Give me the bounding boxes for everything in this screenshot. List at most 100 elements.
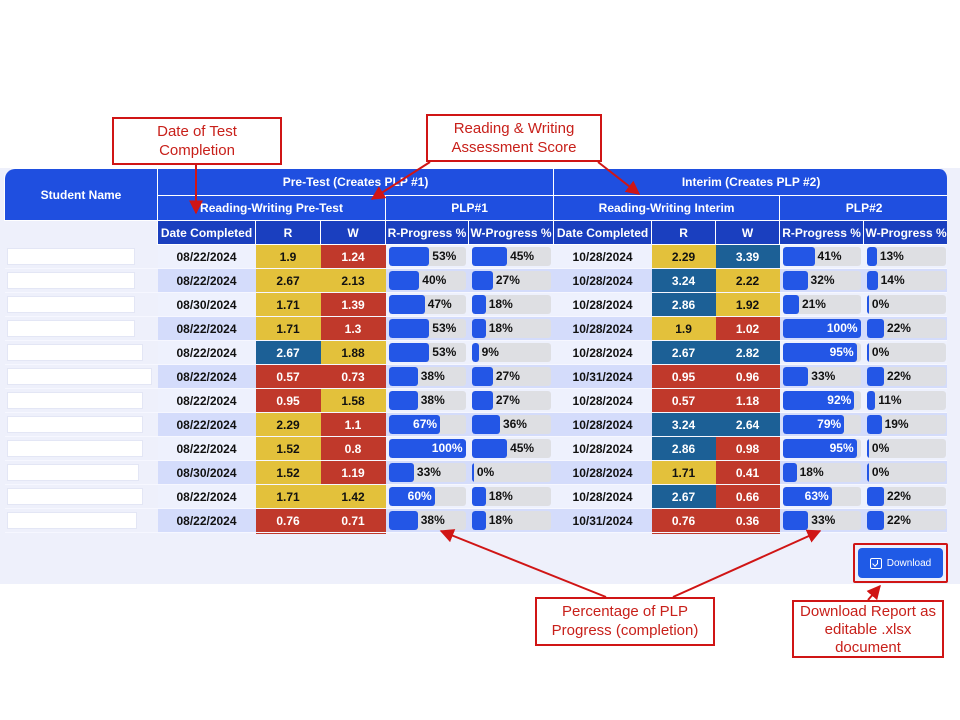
student-name-cell: [4, 316, 158, 341]
int-date-cell: 10/28/2024: [553, 316, 652, 341]
table-row[interactable]: 08/30/2024 1.52 1.19 33% 0% 10/28/2024 1.71 0.4…: [4, 460, 947, 485]
int-date-cell: 10/31/2024: [553, 364, 652, 389]
progress-bar-fill: [866, 247, 877, 266]
download-report-callout: Download Report as editable .xlsx docume…: [792, 600, 944, 658]
table-row[interactable]: 08/22/2024 2.67 2.13 40% 27% 10/28/2024 3.24 2.…: [4, 268, 947, 293]
int-w-score-cell: 0.98: [715, 436, 780, 461]
progress-bar-fill: [782, 247, 815, 266]
int-w-score-cell: 1.18: [715, 388, 780, 413]
plp2-r-progress-cell: 95%: [779, 340, 864, 365]
plp1-w-progress-header: W-Progress %: [467, 220, 555, 245]
table-row[interactable]: 08/22/2024 1.9 1.24 53% 45% 10/28/2024 2.29 3.3…: [4, 244, 947, 269]
pre-r-score-cell: 1.52: [255, 436, 321, 461]
plp2-r-progress-cell: 33%: [779, 364, 864, 389]
pre-w-header: W: [320, 220, 386, 245]
table-row[interactable]: 08/22/2024 2.29 1.1 67% 36% 10/28/2024 3.24 2.6…: [4, 412, 947, 437]
student-name-cell: [4, 244, 158, 269]
progress-bar-fill: [782, 487, 832, 506]
int-r-score-cell: 2.86: [651, 436, 716, 461]
progress-bar: 18%: [471, 319, 551, 338]
partial-cell: [157, 532, 256, 534]
partial-cell: [320, 532, 386, 534]
download-button-highlight: Download: [853, 543, 948, 583]
int-r-score-cell: 2.67: [651, 484, 716, 509]
plp2-w-progress-cell: 0%: [863, 436, 947, 461]
int-w-score-cell: 2.64: [715, 412, 780, 437]
int-w-score-cell: 1.02: [715, 316, 780, 341]
pre-date-completed-header: Date Completed: [157, 220, 256, 245]
table-row[interactable]: 08/30/2024 1.71 1.39 47% 18% 10/28/2024 2.86 1.…: [4, 292, 947, 317]
plp-report-table-container: Student Name Pre-Test (Creates PLP #1) I…: [4, 168, 947, 534]
name-subheader-spacer: [4, 220, 158, 245]
int-date-cell: 10/28/2024: [553, 484, 652, 509]
plp2-w-progress-cell: 11%: [863, 388, 947, 413]
progress-bar: 47%: [388, 295, 466, 314]
table-row[interactable]: 08/22/2024 0.57 0.73 38% 27% 10/31/2024 0.95 0.…: [4, 364, 947, 389]
progress-bar-fill: [866, 271, 878, 290]
plp1-w-progress-cell: 18%: [468, 316, 554, 341]
progress-label: 33%: [416, 465, 441, 479]
progress-label: 53%: [432, 249, 457, 263]
table-row[interactable]: 08/22/2024 1.71 1.42 60% 18% 10/28/2024 2.67 0.…: [4, 484, 947, 509]
progress-label: 27%: [495, 369, 520, 383]
plp1-w-progress-cell: 18%: [468, 292, 554, 317]
progress-label: 18%: [488, 513, 513, 527]
plp2-w-progress-header: W-Progress %: [863, 220, 947, 245]
plp1-w-progress-cell: 18%: [468, 484, 554, 509]
redacted-name-box: [6, 488, 143, 505]
table-row-partial: [4, 532, 947, 534]
progress-bar-fill: [782, 439, 857, 458]
progress-label: 11%: [878, 393, 902, 407]
progress-bar-fill: [782, 271, 808, 290]
table-row[interactable]: 08/22/2024 1.71 1.3 53% 18% 10/28/2024 1.9 1.02…: [4, 316, 947, 341]
int-date-cell: 10/28/2024: [553, 436, 652, 461]
pre-r-score-cell: 2.29: [255, 412, 321, 437]
pre-date-cell: 08/22/2024: [157, 412, 256, 437]
progress-bar-fill: [471, 511, 486, 530]
pre-w-score-cell: 1.24: [320, 244, 386, 269]
progress-bar-fill: [471, 343, 479, 362]
partial-cell: [651, 532, 716, 534]
progress-bar: 38%: [388, 391, 466, 410]
progress-bar-fill: [388, 511, 418, 530]
progress-bar-fill: [866, 415, 882, 434]
plp1-r-progress-header: R-Progress %: [385, 220, 469, 245]
table-row[interactable]: 08/22/2024 1.52 0.8 100% 45% 10/28/2024 2.86 0.…: [4, 436, 947, 461]
partial-cell: [4, 532, 158, 534]
student-name-cell: [4, 436, 158, 461]
int-r-score-cell: 2.67: [651, 340, 716, 365]
progress-bar: 41%: [782, 247, 861, 266]
progress-label: 22%: [886, 321, 911, 335]
progress-bar-fill: [388, 439, 466, 458]
table-row[interactable]: 08/22/2024 0.76 0.71 38% 18% 10/31/2024 0.76 0.…: [4, 508, 947, 533]
progress-bar: 95%: [782, 343, 861, 362]
pre-date-cell: 08/22/2024: [157, 508, 256, 533]
pre-r-score-cell: 1.71: [255, 484, 321, 509]
progress-bar: 33%: [782, 367, 861, 386]
progress-bar: 60%: [388, 487, 466, 506]
int-w-score-cell: 0.36: [715, 508, 780, 533]
plp1-r-progress-cell: 40%: [385, 268, 469, 293]
progress-bar-fill: [866, 487, 884, 506]
pretest-group-header: Pre-Test (Creates PLP #1): [156, 168, 555, 196]
table-row[interactable]: 08/22/2024 2.67 1.88 53% 9% 10/28/2024 2.67 2.8…: [4, 340, 947, 365]
student-name-cell: [4, 460, 158, 485]
progress-bar-fill: [471, 439, 508, 458]
date-completion-callout: Date of Test Completion: [112, 117, 282, 165]
plp2-w-progress-cell: 14%: [863, 268, 947, 293]
download-button[interactable]: Download: [858, 548, 943, 578]
int-r-score-cell: 0.95: [651, 364, 716, 389]
pre-w-score-cell: 1.58: [320, 388, 386, 413]
progress-label: 47%: [427, 297, 452, 311]
progress-bar: 95%: [782, 439, 861, 458]
redacted-name-box: [6, 464, 139, 481]
progress-label: 27%: [495, 273, 520, 287]
plp2-w-progress-cell: 0%: [863, 460, 947, 485]
table-row[interactable]: 08/22/2024 0.95 1.58 38% 27% 10/28/2024 0.57 1.…: [4, 388, 947, 413]
pre-r-score-cell: 1.52: [255, 460, 321, 485]
progress-bar-fill: [388, 343, 430, 362]
plp2-r-progress-cell: 95%: [779, 436, 864, 461]
progress-label: 22%: [886, 369, 911, 383]
progress-label: 21%: [801, 297, 826, 311]
progress-label: 0%: [871, 465, 890, 479]
